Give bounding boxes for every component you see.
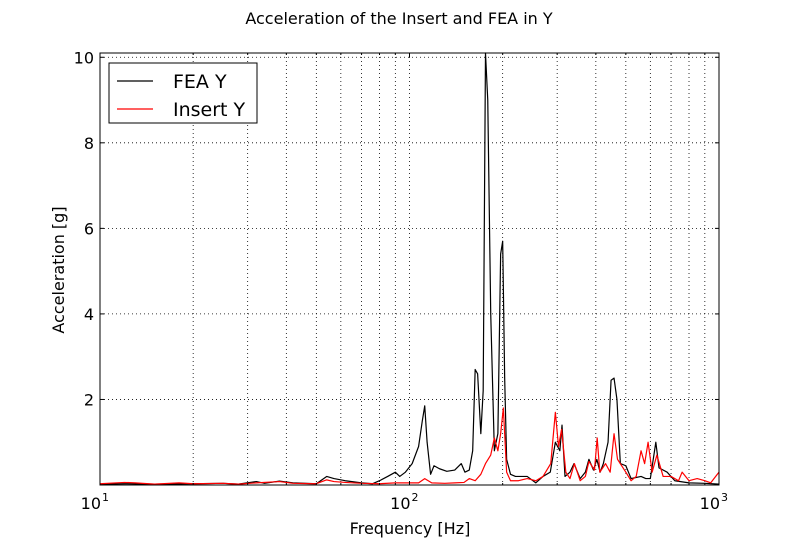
grid [100,53,719,485]
legend-entry-label: FEA Y [173,71,227,93]
x-axis-label: Frequency [Hz] [350,519,471,538]
x-tick-label: 10 1 [81,491,109,513]
legend-entry-label: Insert Y [173,99,246,121]
series-line-fea-y [100,52,719,485]
series-layer [100,52,719,485]
x-tick-label: 10 2 [390,491,418,513]
legend-box [108,62,258,124]
y-tick-label: 8 [84,134,94,153]
y-tick-label: 4 [84,305,94,324]
x-tick-base: 10 [390,494,410,513]
y-axis-label: Acceleration [g] [49,206,68,333]
y-tick-label: 6 [84,219,94,238]
series-line-insert-y [100,407,719,485]
x-tick-exponent: 1 [102,491,109,504]
chart-title: Acceleration of the Insert and FEA in Y [245,9,553,28]
x-tick-base: 10 [700,494,720,513]
y-tick-label: 2 [84,390,94,409]
x-tick-exponent: 3 [721,491,728,504]
x-tick-exponent: 2 [412,491,419,504]
y-tick-label: 10 [74,48,94,67]
x-tick-label: 10 3 [700,491,728,513]
x-tick-base: 10 [81,494,101,513]
legend: FEA Y Insert Y [108,62,258,124]
